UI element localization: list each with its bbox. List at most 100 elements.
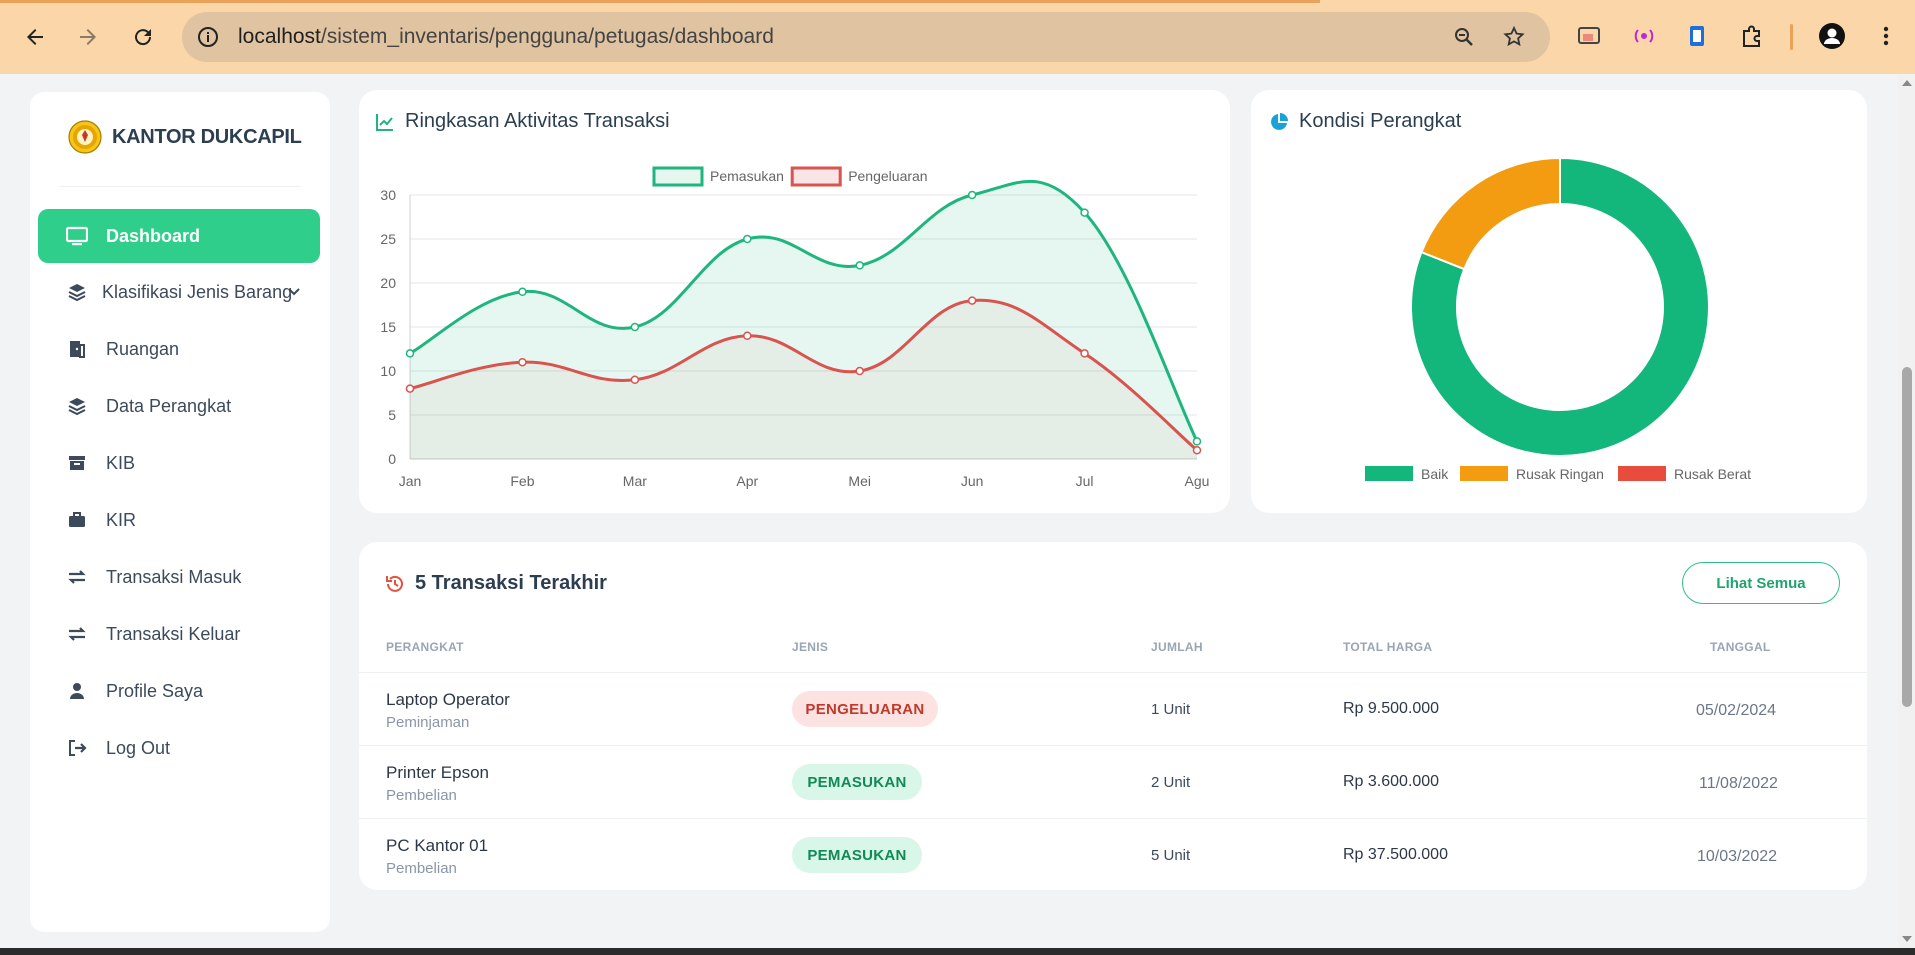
total-price: Rp 37.500.000 [1343, 846, 1448, 863]
activity-chart-card: Ringkasan Aktivitas Transaksi [359, 90, 1230, 513]
sidebar-item-klasifikasi[interactable]: Klasifikasi Jenis Barang [38, 265, 320, 319]
browser-toolbar: localhost/sistem_inventaris/pengguna/pet… [0, 0, 1915, 74]
total-price: Rp 9.500.000 [1343, 700, 1440, 717]
sidebar-item-ruangan[interactable]: Ruangan [38, 322, 320, 376]
quantity: 2 Unit [1151, 774, 1191, 791]
transaction-type-badge: PEMASUKAN [792, 837, 922, 873]
exchange-icon [66, 566, 88, 588]
pie-chart-icon [1271, 112, 1288, 130]
sidebar-item-data-perangkat[interactable]: Data Perangkat [38, 379, 320, 433]
transaction-date: 11/08/2022 [1699, 775, 1778, 792]
archive-icon [66, 452, 88, 474]
column-header-tanggal: TANGGAL [1710, 640, 1771, 654]
row-divider [359, 818, 1867, 819]
sidebar-item-label: Ruangan [106, 338, 180, 359]
column-header-jumlah: JUMLAH [1151, 640, 1203, 654]
layers-icon [66, 281, 88, 303]
activity-card-title: Ringkasan Aktivitas Transaksi [375, 110, 670, 133]
site-info-icon[interactable] [196, 25, 220, 49]
bookmark-star-icon[interactable] [1502, 25, 1526, 49]
forward-button[interactable] [73, 22, 103, 52]
sidebar-item-label: KIR [106, 509, 137, 530]
transactions-title: 5 Transaksi Terakhir [385, 572, 607, 595]
more-vert-icon[interactable] [1872, 22, 1900, 50]
extensions-puzzle-icon[interactable] [1738, 22, 1766, 50]
device-name: PC Kantor 01 [386, 836, 489, 855]
sidebar-item-kib[interactable]: KIB [38, 436, 320, 490]
transaction-date: 10/03/2022 [1697, 848, 1778, 865]
user-icon [66, 680, 88, 702]
sidebar-item-kir[interactable]: KIR [38, 493, 320, 547]
media-broadcast-icon[interactable] [1630, 22, 1658, 50]
quantity: 5 Unit [1151, 847, 1191, 864]
column-header-perangkat: PERANGKAT [386, 640, 464, 654]
address-bar[interactable]: localhost/sistem_inventaris/pengguna/pet… [182, 12, 1550, 62]
arrow-left-icon [27, 29, 43, 45]
dukcapil-logo-icon [68, 120, 102, 154]
view-all-button[interactable]: Lihat Semua [1682, 562, 1840, 604]
activity-card-title-text: Ringkasan Aktivitas Transaksi [405, 110, 670, 132]
sidebar-divider [60, 186, 300, 187]
sidebar-item-label: Log Out [106, 737, 171, 758]
url-path: /sistem_inventaris/pengguna/petugas/dash… [320, 25, 774, 48]
transaction-date: 05/02/2024 [1696, 702, 1777, 719]
profile-avatar-icon[interactable] [1818, 22, 1846, 50]
exchange-icon [66, 623, 88, 645]
scroll-down-arrow-icon[interactable] [1900, 934, 1914, 944]
condition-card-title: Kondisi Perangkat [1269, 110, 1461, 133]
cast-icon[interactable] [1575, 22, 1603, 50]
window-bottom-edge [0, 948, 1915, 955]
scrollbar-thumb[interactable] [1902, 367, 1912, 707]
quantity: 1 Unit [1151, 701, 1191, 718]
sidebar-item-label: Transaksi Masuk [106, 566, 242, 587]
scroll-up-arrow-icon[interactable] [1900, 78, 1914, 88]
sidebar-item-label: Transaksi Keluar [106, 623, 241, 644]
total-price: Rp 3.600.000 [1343, 773, 1440, 790]
brand-name: KANTOR DUKCAPIL [112, 125, 302, 148]
condition-card-title-text: Kondisi Perangkat [1299, 110, 1462, 132]
brand[interactable]: KANTOR DUKCAPIL [68, 120, 302, 154]
briefcase-icon [66, 509, 88, 531]
url-host: localhost [238, 25, 321, 48]
transaction-type-badge: PENGELUARAN [792, 691, 938, 727]
row-divider [359, 672, 1867, 673]
device-name: Printer Epson [386, 763, 489, 782]
page-load-progress [0, 0, 1320, 3]
chevron-down-icon[interactable] [286, 283, 302, 299]
logout-icon [66, 737, 88, 759]
zoom-icon[interactable] [1452, 25, 1476, 49]
sidebar-item-label: Dashboard [106, 225, 201, 246]
row-divider [359, 745, 1867, 746]
sidebar-item-profile[interactable]: Profile Saya [38, 664, 320, 718]
transactions-card [359, 542, 1867, 890]
sidebar-item-transaksi-keluar[interactable]: Transaksi Keluar [38, 607, 320, 661]
clipboard-extension-icon[interactable] [1683, 22, 1711, 50]
device-name: Laptop Operator [386, 690, 510, 709]
door-icon [66, 338, 88, 360]
condition-chart-card: Kondisi Perangkat [1251, 90, 1867, 513]
reload-icon [135, 29, 152, 46]
line-chart-icon [376, 113, 393, 131]
column-header-jenis: JENIS [792, 640, 829, 654]
url-text[interactable]: localhost/sistem_inventaris/pengguna/pet… [238, 25, 774, 49]
sidebar-item-label: Profile Saya [106, 680, 204, 701]
sidebar-item-label: KIB [106, 452, 136, 473]
sidebar-item-transaksi-masuk[interactable]: Transaksi Masuk [38, 550, 320, 604]
reload-button[interactable] [128, 22, 158, 52]
monitor-icon [66, 225, 88, 247]
back-button[interactable] [20, 22, 50, 52]
layers-icon [66, 395, 88, 417]
sidebar: KANTOR DUKCAPIL Dashboard Klasifikasi Je… [30, 92, 330, 932]
device-subtype: Pembelian [386, 860, 457, 877]
sidebar-item-dashboard[interactable]: Dashboard [38, 209, 320, 263]
sidebar-item-logout[interactable]: Log Out [38, 721, 320, 775]
transaction-type-badge: PEMASUKAN [792, 764, 922, 800]
sidebar-item-label: Data Perangkat [106, 395, 232, 416]
device-subtype: Pembelian [386, 787, 457, 804]
device-subtype: Peminjaman [386, 714, 470, 731]
history-icon [386, 575, 403, 592]
toolbar-separator [1790, 24, 1793, 50]
transactions-title-text: 5 Transaksi Terakhir [415, 572, 607, 594]
column-header-total-harga: TOTAL HARGA [1343, 640, 1433, 654]
arrow-right-icon [80, 29, 96, 45]
